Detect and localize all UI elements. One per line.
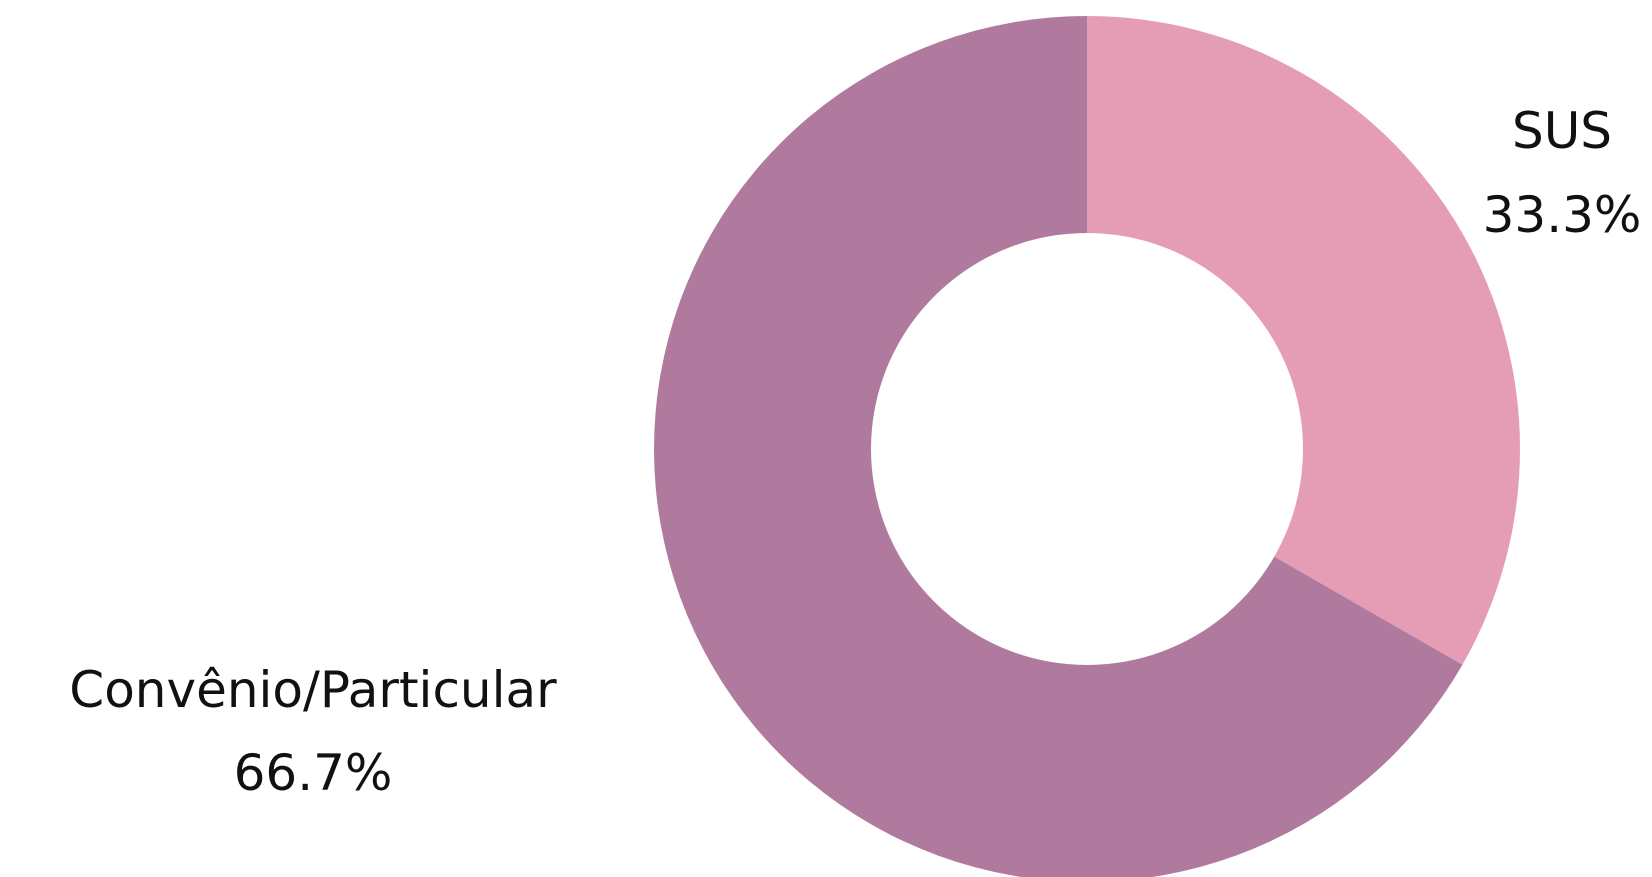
donut-slices: [654, 16, 1521, 877]
slice-label-convenio-name: Convênio/Particular: [69, 661, 557, 719]
slice-label-sus-name: SUS: [1512, 102, 1612, 160]
donut-slice-convenio-particular: [654, 16, 1463, 877]
slice-label-convenio-value: 66.7%: [234, 744, 393, 802]
donut-slice-sus: [1087, 16, 1521, 665]
slice-label-sus-value: 33.3%: [1483, 186, 1642, 244]
